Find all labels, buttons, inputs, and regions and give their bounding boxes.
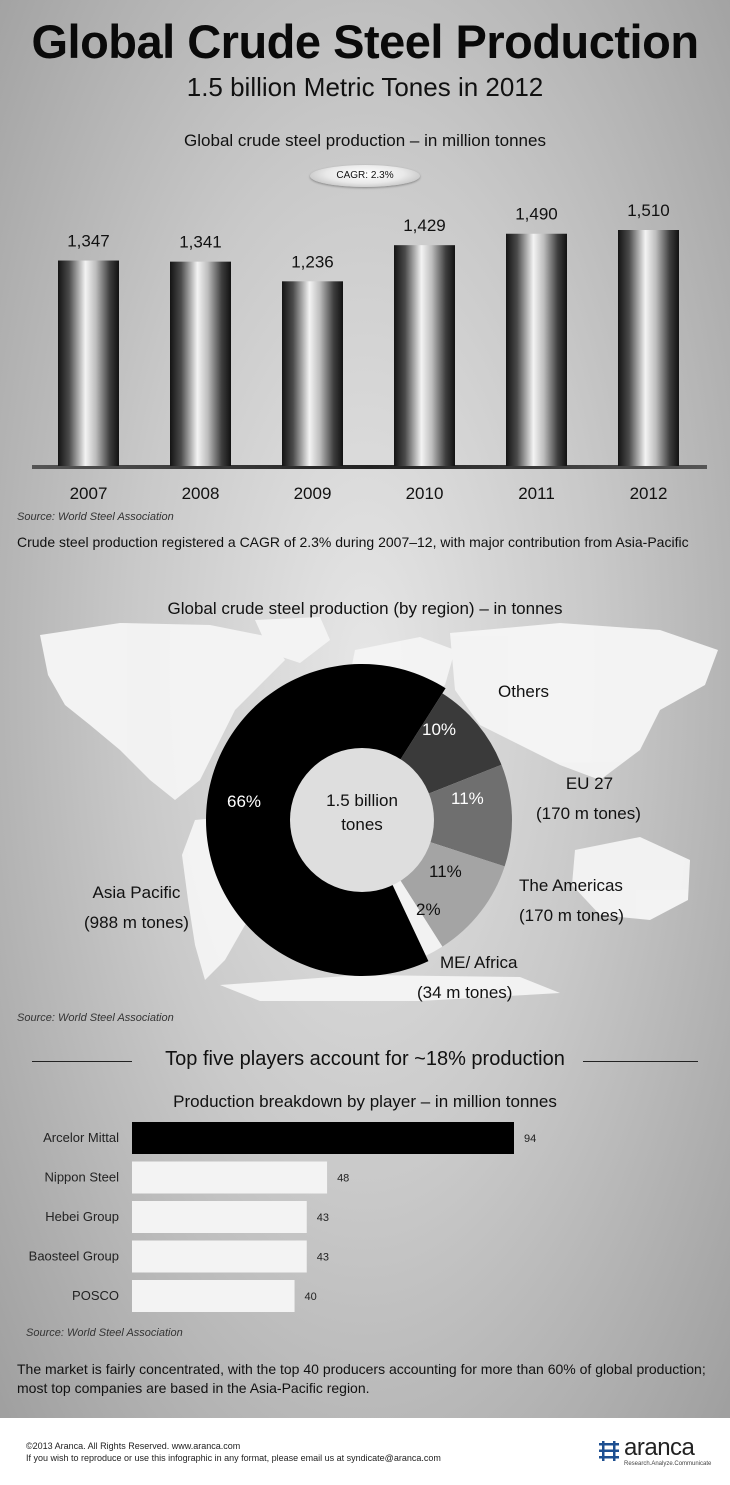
hbar-category-label: Nippon Steel: [45, 1170, 120, 1185]
hbar-hebei-group: [132, 1201, 307, 1233]
slice-pct-others: 10%: [422, 720, 457, 739]
bar-category-label: 2011: [518, 484, 555, 503]
bar-value-label: 1,490: [515, 205, 558, 224]
legend-eu27-name: EU 27: [565, 774, 614, 793]
footer-reproduce-note: If you wish to reproduce or use this inf…: [26, 1453, 441, 1463]
summary-note-1: Crude steel production registered a CAGR…: [17, 534, 689, 550]
hbar-value-label: 43: [317, 1252, 329, 1264]
hbar-category-label: Hebei Group: [45, 1209, 119, 1224]
legend-eu27: EU 27 (170 m tones): [536, 769, 641, 829]
top5-heading: Top five players account for ~18% produc…: [165, 1048, 565, 1070]
map-antarctica: [220, 975, 560, 1001]
legend-americas-value: (170 m tones): [519, 906, 624, 925]
bar-2007: [58, 260, 119, 466]
donut-hole: [290, 748, 434, 892]
slice-pct-me-africa: 2%: [416, 900, 441, 919]
bar-2008: [170, 261, 231, 466]
bar-2009: [282, 281, 343, 466]
legend-americas-name: The Americas: [519, 876, 623, 895]
heading-divider-left: [32, 1061, 132, 1062]
slice-pct-americas: 11%: [429, 862, 462, 881]
hbar-value-label: 40: [305, 1291, 317, 1303]
bar-category-label: 2008: [182, 484, 220, 503]
source-note-3: Source: World Steel Association: [26, 1327, 183, 1339]
hbar-chart: Arcelor Mittal 94 Nippon Steel 48 Hebei Grou…: [29, 1122, 536, 1312]
donut-center-line-1: 1.5 billion: [326, 791, 398, 810]
bar-value-label: 1,429: [403, 216, 446, 235]
donut-center-line-2: tones: [341, 815, 383, 834]
bar-category-label: 2012: [630, 484, 668, 503]
hbar-category-label: Baosteel Group: [29, 1249, 119, 1264]
hbar-baosteel-group: [132, 1240, 307, 1273]
hbar-value-label: 48: [337, 1173, 349, 1185]
page-title: Global Crude Steel Production: [31, 15, 699, 68]
aranca-logo-tagline: Research.Analyze.Communicate: [624, 1461, 712, 1467]
map-north-america: [40, 623, 285, 800]
footer: ©2013 Aranca. All Rights Reserved. www.a…: [0, 1418, 730, 1485]
legend-others: Others: [498, 682, 550, 701]
legend-americas: The Americas (170 m tones): [519, 871, 624, 931]
donut-center-label: 1.5 billion tones: [285, 789, 439, 837]
hbar-posco: [132, 1280, 295, 1312]
bar-value-label: 1,510: [627, 201, 670, 220]
hbar-chart-title: Production breakdown by player – in mill…: [173, 1092, 557, 1111]
hbar-value-label: 43: [317, 1212, 329, 1224]
bar-value-label: 1,236: [291, 252, 334, 271]
map-australia: [572, 837, 690, 920]
bar-2012: [618, 230, 679, 466]
legend-eu27-value: (170 m tones): [536, 804, 641, 823]
map-asia: [450, 623, 718, 780]
source-note-1: Source: World Steel Association: [17, 511, 174, 523]
donut-chart-title: Global crude steel production (by region…: [167, 599, 563, 618]
bar-2011: [506, 233, 567, 466]
hbar-category-label: POSCO: [72, 1288, 119, 1303]
aranca-logo-text: aranca: [624, 1434, 695, 1461]
bar-category-label: 2010: [406, 484, 444, 503]
bar-category-label: 2007: [70, 484, 108, 503]
bar-chart: 1,347 2007 1,341 2008 1,236 2009 1,429 2010 1,49…: [32, 201, 707, 503]
aranca-logo-icon: [598, 1440, 620, 1462]
hbar-nippon-steel: [132, 1161, 328, 1194]
bar-value-label: 1,347: [67, 232, 110, 251]
hbar-arcelor-mittal: [132, 1122, 514, 1154]
legend-me-africa-name: ME/ Africa: [440, 953, 518, 972]
heading-divider-right: [583, 1061, 698, 1062]
hbar-value-label: 94: [524, 1133, 536, 1145]
bar-category-label: 2009: [294, 484, 332, 503]
legend-asia-pacific: Asia Pacific (988 m tones): [84, 878, 189, 938]
footer-copyright: ©2013 Aranca. All Rights Reserved. www.a…: [26, 1441, 241, 1451]
bar-chart-baseline: [32, 465, 707, 469]
bar-value-label: 1,341: [179, 233, 222, 252]
hbar-category-label: Arcelor Mittal: [43, 1130, 119, 1145]
legend-asia-pacific-value: (988 m tones): [84, 913, 189, 932]
summary-note-2: The market is fairly concentrated, with …: [17, 1361, 706, 1396]
source-note-2: Source: World Steel Association: [17, 1012, 174, 1024]
slice-pct-asia-pacific: 66%: [227, 792, 262, 811]
cagr-badge: CAGR: 2.3%: [310, 165, 420, 187]
map-greenland: [255, 617, 330, 663]
legend-me-africa: ME/ Africa (34 m tones): [417, 948, 518, 1008]
slice-pct-eu27: 11%: [451, 789, 484, 808]
donut-chart: [205, 664, 512, 976]
bar-2010: [394, 245, 455, 466]
donut-slice-eu27: [362, 764, 512, 867]
legend-asia-pacific-name: Asia Pacific: [92, 883, 181, 902]
legend-me-africa-value: (34 m tones): [417, 983, 513, 1002]
page-subtitle: 1.5 billion Metric Tones in 2012: [186, 72, 544, 102]
bar-chart-title: Global crude steel production – in milli…: [184, 131, 546, 150]
